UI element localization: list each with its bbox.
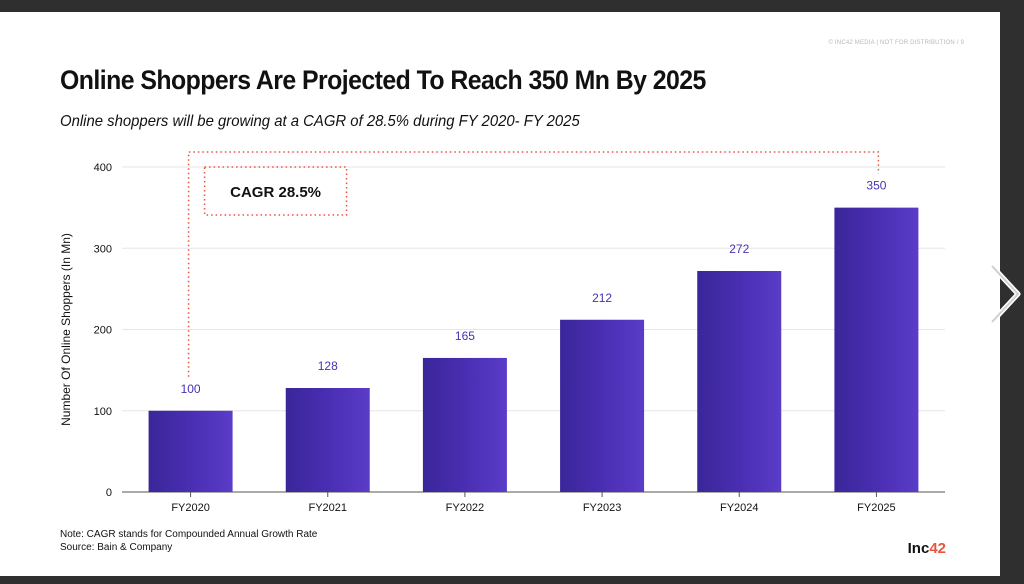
x-tick-label: FY2022 [446, 502, 485, 514]
footnote: Note: CAGR stands for Compounded Annual … [60, 528, 317, 554]
x-axis: FY2020 FY2021 FY2022 FY2023 FY2024 FY2025 [171, 492, 896, 514]
data-label: 128 [318, 359, 338, 373]
y-tick-label: 100 [94, 406, 112, 418]
page-subtitle: Online shoppers will be growing at a CAG… [60, 113, 580, 130]
logo-accent: 42 [929, 540, 946, 557]
page-title: Online Shoppers Are Projected To Reach 3… [60, 65, 706, 95]
watermark: © INC42 MEDIA | NOT FOR DISTRIBUTION / 9 [828, 40, 964, 46]
logo-main: Inc [907, 540, 930, 557]
cagr-box [203, 166, 348, 216]
inc42-logo: Inc42 [908, 540, 946, 557]
data-label: 212 [592, 291, 612, 305]
bar [697, 271, 782, 492]
x-tick-label: FY2025 [857, 502, 896, 514]
y-tick-label: 0 [106, 487, 112, 499]
bars: 100 128 165 212 272 350 [148, 179, 919, 492]
y-tick-label: 200 [94, 325, 112, 337]
data-label: 165 [455, 329, 475, 343]
slide: © INC42 MEDIA | NOT FOR DISTRIBUTION / 9… [0, 12, 1000, 576]
note-text: Note: CAGR stands for Compounded Annual … [60, 529, 318, 540]
window-top-bar [0, 0, 1024, 12]
bar [834, 207, 919, 492]
y-tick-label: 300 [94, 243, 112, 255]
data-label: 100 [181, 382, 201, 396]
bar [285, 388, 370, 492]
bar [560, 319, 645, 492]
x-tick-label: FY2021 [308, 502, 347, 514]
x-tick-label: FY2024 [720, 502, 759, 514]
cagr-label: CAGR 28.5% [230, 184, 321, 201]
source-text: Source: Bain & Company [60, 542, 173, 553]
y-tick-label: 400 [94, 162, 112, 174]
data-label: 272 [729, 242, 749, 256]
y-axis: 0 100 200 300 400 [94, 162, 112, 499]
chevron-right-icon[interactable] [986, 262, 1024, 326]
bar [422, 357, 507, 492]
y-axis-label: Number Of Online Shoppers (In Mn) [59, 233, 73, 426]
x-tick-label: FY2020 [171, 502, 210, 514]
bar [148, 410, 233, 492]
bar-chart: 0 100 200 300 400 Number Of Online Shoppers … [59, 151, 945, 514]
cagr-annotation: CAGR 28.5% [187, 151, 880, 377]
data-label: 350 [866, 179, 886, 193]
gridlines [122, 166, 945, 493]
x-tick-label: FY2023 [583, 502, 622, 514]
window-bottom-strip [0, 576, 1024, 584]
